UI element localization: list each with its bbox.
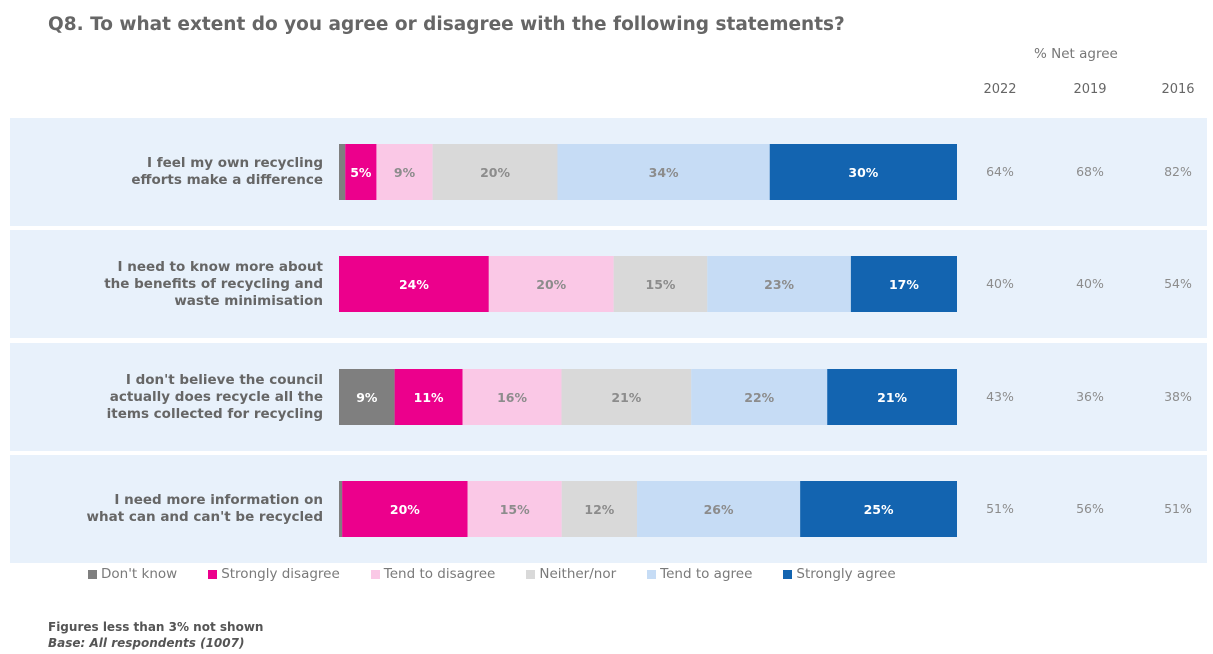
row-label-line: I don't believe the council bbox=[125, 371, 323, 388]
net-agree-value: 51% bbox=[986, 501, 1014, 516]
data-label: 12% bbox=[584, 502, 614, 517]
bar-segment bbox=[850, 256, 957, 312]
row-label-line: items collected for recycling bbox=[106, 405, 323, 422]
net-agree-value: 40% bbox=[1076, 276, 1104, 291]
row-label: I need to know more about the benefits of… bbox=[20, 259, 323, 310]
net-agree-value: 82% bbox=[1164, 164, 1192, 179]
bar-segment bbox=[339, 369, 395, 425]
data-label: 30% bbox=[848, 165, 878, 180]
data-label: 21% bbox=[611, 390, 641, 405]
legend-item: Strongly agree bbox=[783, 566, 896, 582]
legend-label: Strongly disagree bbox=[221, 566, 340, 582]
year-header-2016: 2016 bbox=[1161, 82, 1195, 97]
net-agree-header: % Net agree bbox=[1034, 46, 1118, 62]
bar-segment bbox=[342, 481, 468, 537]
bar-segment bbox=[467, 481, 562, 537]
row-label-line: what can and can't be recycled bbox=[86, 509, 323, 525]
data-label: 34% bbox=[649, 165, 679, 180]
data-label: 22% bbox=[744, 390, 774, 405]
legend-swatch bbox=[526, 569, 536, 579]
bar-segment bbox=[376, 144, 433, 200]
row-label-line: efforts make a difference bbox=[131, 172, 323, 188]
net-agree-value: 40% bbox=[986, 276, 1014, 291]
data-label: 20% bbox=[390, 502, 420, 517]
legend-label: Strongly agree bbox=[796, 566, 896, 582]
year-header-2022: 2022 bbox=[983, 82, 1017, 97]
data-label: 21% bbox=[877, 390, 907, 405]
bar-segment bbox=[432, 144, 558, 200]
bar-segment bbox=[339, 144, 346, 200]
legend-swatch bbox=[208, 569, 218, 579]
row-label: I don't believe the council actually does… bbox=[20, 372, 323, 423]
legend: Don't know Strongly disagree Tend to disag… bbox=[88, 566, 927, 582]
data-label: 15% bbox=[500, 502, 530, 517]
data-label: 11% bbox=[414, 390, 444, 405]
legend-item: Neither/nor bbox=[526, 566, 616, 582]
bar-segment bbox=[561, 481, 638, 537]
bar-segment bbox=[339, 256, 489, 312]
row-label-line: waste minimisation bbox=[174, 292, 323, 309]
legend-item: Strongly disagree bbox=[208, 566, 340, 582]
bar-segment bbox=[613, 256, 708, 312]
bar-segment bbox=[707, 256, 851, 312]
net-agree-value: 43% bbox=[986, 389, 1014, 404]
data-label: 20% bbox=[480, 165, 510, 180]
net-agree-value: 38% bbox=[1164, 389, 1192, 404]
net-agree-value: 56% bbox=[1076, 501, 1104, 516]
legend-swatch bbox=[370, 569, 380, 579]
data-label: 23% bbox=[764, 277, 794, 292]
legend-swatch bbox=[783, 569, 793, 579]
legend-swatch bbox=[647, 569, 657, 579]
bar-segment bbox=[345, 144, 377, 200]
bar-segment bbox=[488, 256, 614, 312]
data-label: 15% bbox=[646, 277, 676, 292]
bar-segment bbox=[557, 144, 770, 200]
row-label-line: actually does recycle all the bbox=[109, 388, 323, 405]
net-agree-value: 51% bbox=[1164, 501, 1192, 516]
data-label: 9% bbox=[356, 390, 378, 405]
row-label-line: the benefits of recycling and bbox=[104, 275, 323, 292]
data-label: 20% bbox=[536, 277, 566, 292]
row-label: I need more information on what can and c… bbox=[20, 492, 323, 526]
bar-segment bbox=[800, 481, 957, 537]
data-label: 17% bbox=[889, 277, 919, 292]
legend-item: Don't know bbox=[88, 566, 177, 582]
legend-label: Tend to agree bbox=[660, 566, 753, 582]
data-label: 24% bbox=[399, 277, 429, 292]
row-label-line: I need to know more about bbox=[117, 258, 323, 275]
row-label-line: I need more information on bbox=[114, 492, 323, 508]
data-label: 26% bbox=[704, 502, 734, 517]
net-agree-value: 36% bbox=[1076, 389, 1104, 404]
net-agree-value: 54% bbox=[1164, 276, 1192, 291]
legend-swatch bbox=[88, 569, 97, 579]
bar-segment bbox=[769, 144, 957, 200]
legend-item: Tend to agree bbox=[647, 566, 752, 582]
net-agree-value: 64% bbox=[986, 164, 1014, 179]
row-label-line: I feel my own recycling bbox=[146, 155, 323, 171]
bar-segment bbox=[339, 481, 343, 537]
legend-label: Neither/nor bbox=[539, 566, 617, 582]
legend-label: Don't know bbox=[101, 566, 178, 582]
data-label: 5% bbox=[350, 165, 372, 180]
net-agree-value: 68% bbox=[1076, 164, 1104, 179]
year-header-2019: 2019 bbox=[1073, 82, 1107, 97]
legend-item: Tend to disagree bbox=[370, 566, 496, 582]
bar-segment bbox=[561, 369, 692, 425]
bar-segment bbox=[394, 369, 463, 425]
data-label: 16% bbox=[497, 390, 527, 405]
base-note: Base: All respondents (1007) bbox=[48, 636, 245, 650]
bar-segment bbox=[462, 369, 562, 425]
footnote: Figures less than 3% not shown bbox=[48, 620, 264, 634]
data-label: 25% bbox=[864, 502, 894, 517]
legend-label: Tend to disagree bbox=[383, 566, 496, 582]
bar-segment bbox=[637, 481, 801, 537]
data-label: 9% bbox=[394, 165, 416, 180]
bar-segment bbox=[827, 369, 957, 425]
row-label: I feel my own recycling efforts make a di… bbox=[20, 155, 323, 189]
chart-title: Q8. To what extent do you agree or disag… bbox=[48, 14, 845, 35]
bar-segment bbox=[691, 369, 828, 425]
